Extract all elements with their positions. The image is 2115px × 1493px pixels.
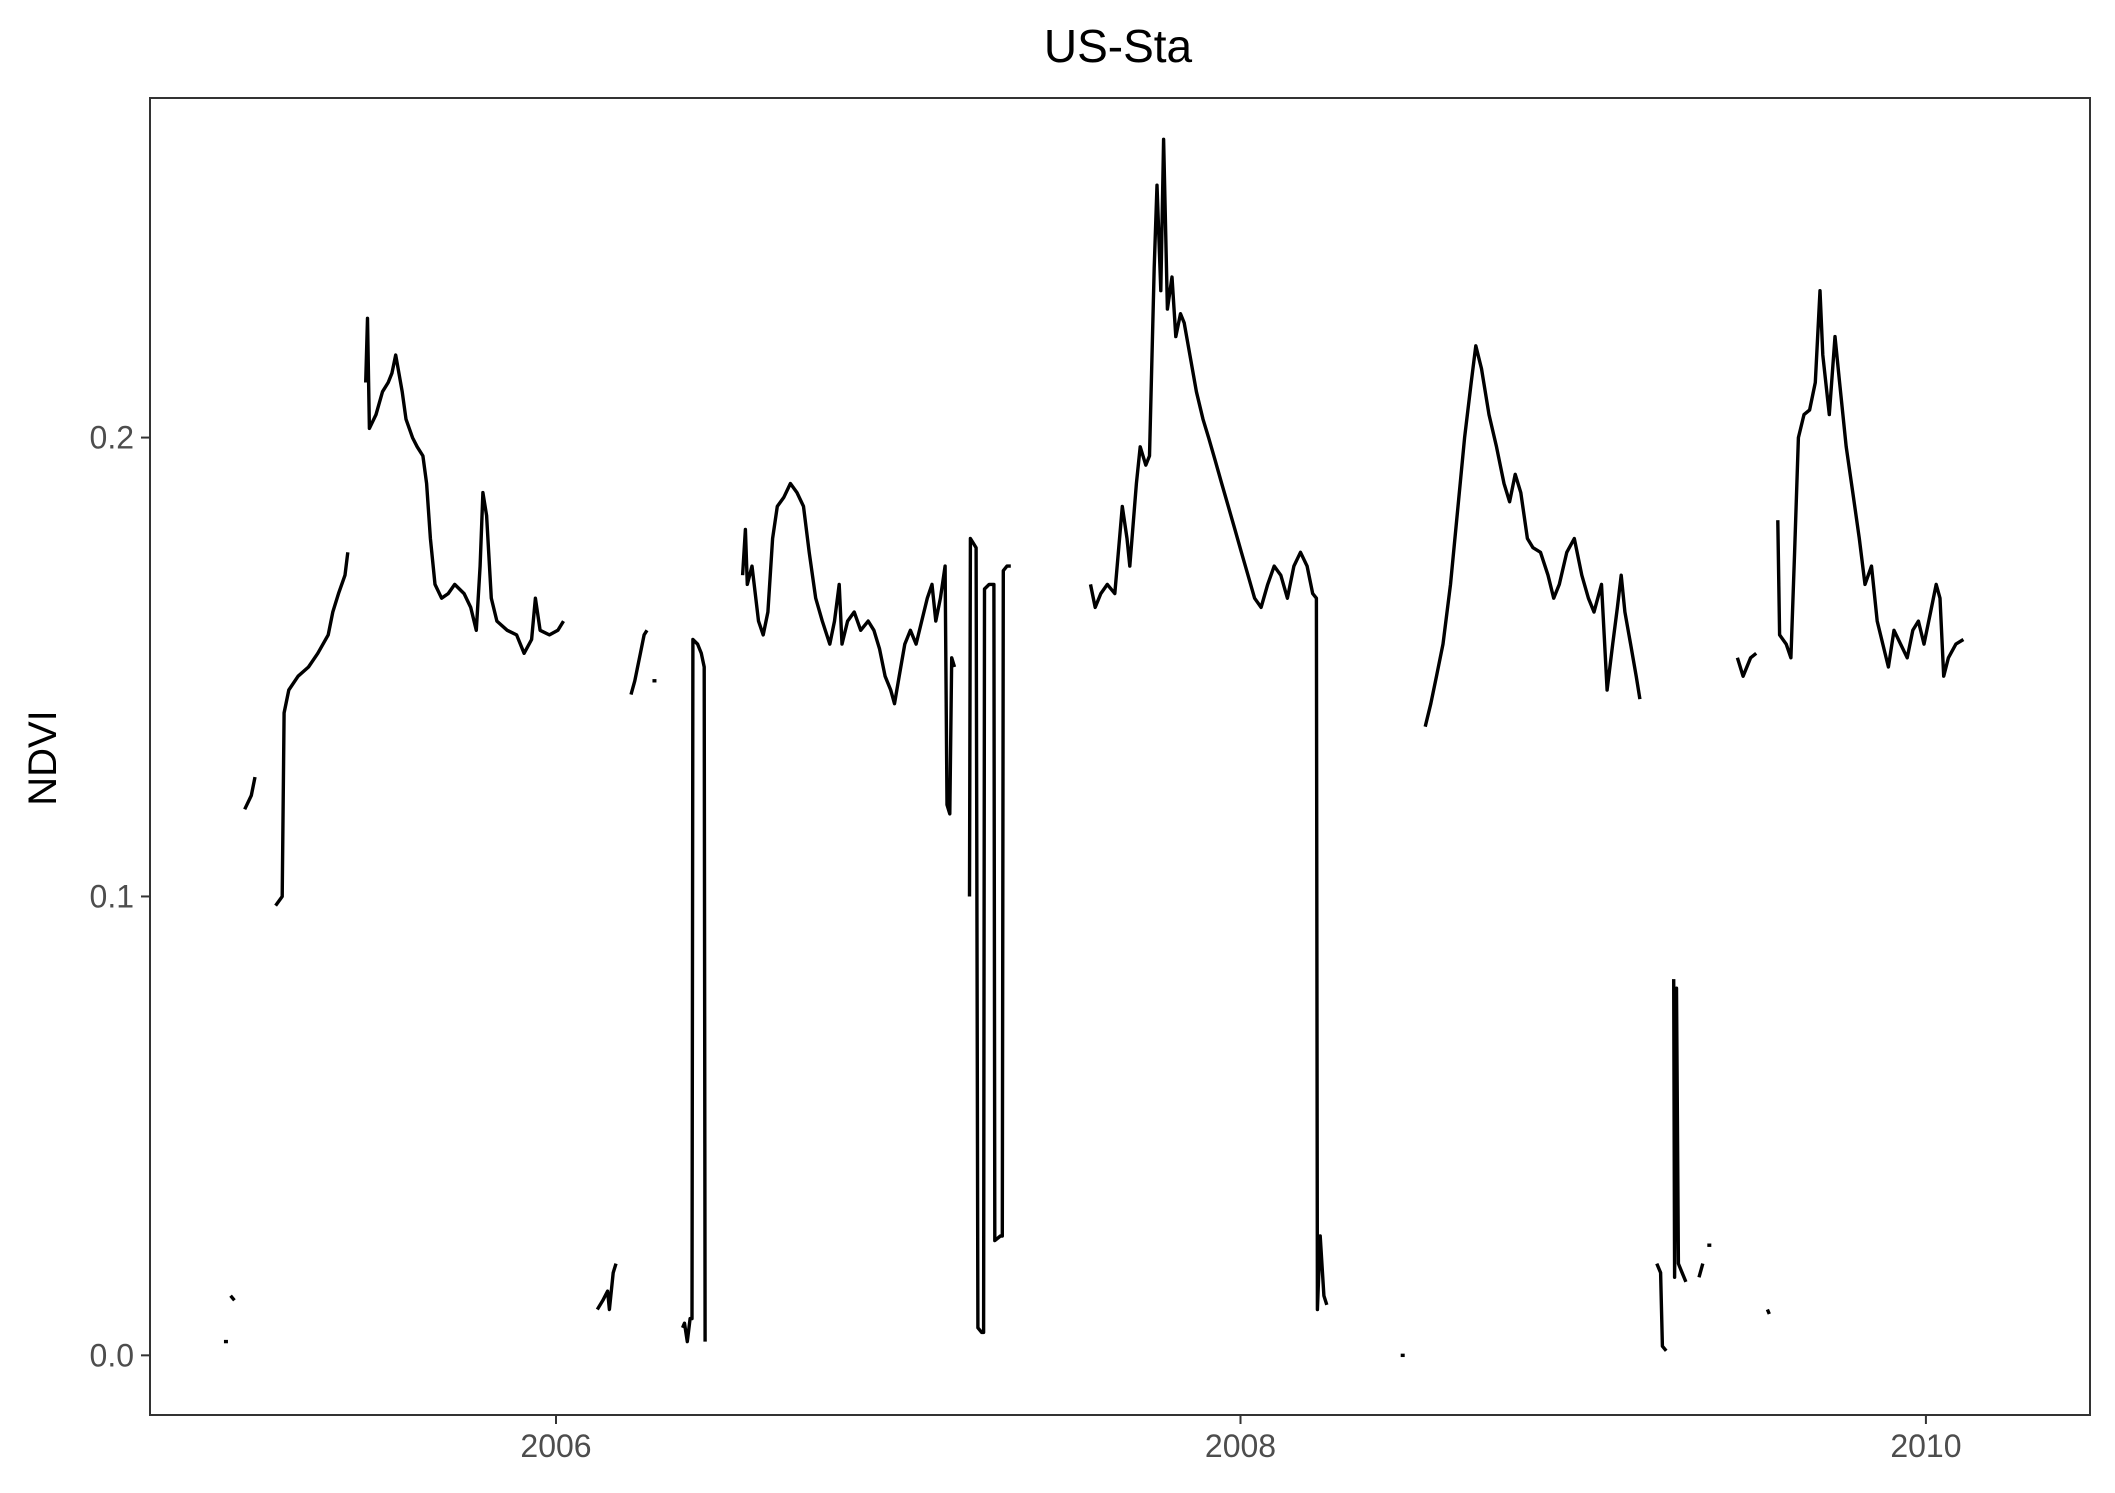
series-segment — [740, 481, 957, 816]
series-segment — [274, 552, 350, 907]
series-layer — [223, 137, 1965, 1358]
x-tick-label: 2008 — [1205, 1428, 1276, 1464]
series-segment — [1088, 137, 1329, 1312]
series-segment — [629, 629, 649, 696]
series-segment — [364, 316, 565, 655]
y-tick-label: 0.0 — [90, 1337, 134, 1373]
chart-title: US-Sta — [1044, 20, 1193, 72]
series-segment — [681, 637, 707, 1344]
series-segment — [595, 1263, 618, 1312]
y-axis-label: NDVI — [21, 710, 65, 806]
x-tick-label: 2010 — [1890, 1428, 1961, 1464]
series-segment — [1735, 651, 1758, 678]
series-segment — [1765, 1308, 1771, 1315]
series-segment — [229, 1294, 236, 1302]
y-tick-label: 0.1 — [90, 878, 134, 914]
series-segment — [967, 536, 1011, 1335]
series-segment — [243, 776, 257, 811]
series-segment — [1671, 979, 1688, 1283]
series-segment — [1423, 344, 1642, 728]
plot-panel-border — [149, 97, 2091, 1416]
series-segment — [1697, 1263, 1705, 1278]
x-axis: 2006 2008 2010 — [520, 1415, 1962, 1464]
series-segment — [1655, 1262, 1668, 1352]
y-tick-label: 0.2 — [90, 420, 134, 456]
y-axis: 0.0 0.1 0.2 — [90, 420, 150, 1373]
series-segment — [1776, 289, 1965, 678]
x-tick-label: 2006 — [520, 1428, 591, 1464]
